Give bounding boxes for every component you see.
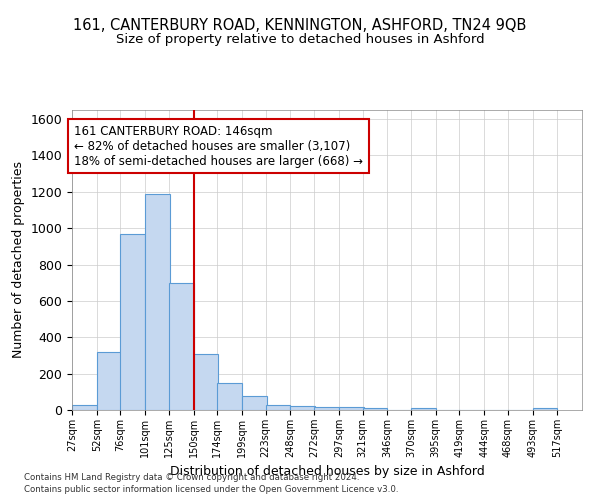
Bar bbox=[362, 408, 387, 410]
Bar bbox=[72, 404, 97, 410]
Bar bbox=[169, 282, 194, 410]
Text: Contains public sector information licensed under the Open Government Licence v3: Contains public sector information licen… bbox=[24, 485, 398, 494]
Bar bbox=[145, 194, 170, 410]
Text: Contains HM Land Registry data © Crown copyright and database right 2024.: Contains HM Land Registry data © Crown c… bbox=[24, 472, 359, 482]
Y-axis label: Number of detached properties: Number of detached properties bbox=[12, 162, 25, 358]
Text: Size of property relative to detached houses in Ashford: Size of property relative to detached ho… bbox=[116, 32, 484, 46]
Text: 161 CANTERBURY ROAD: 146sqm
← 82% of detached houses are smaller (3,107)
18% of : 161 CANTERBURY ROAD: 146sqm ← 82% of det… bbox=[74, 124, 363, 168]
Bar bbox=[121, 234, 145, 410]
X-axis label: Distribution of detached houses by size in Ashford: Distribution of detached houses by size … bbox=[170, 466, 484, 478]
Bar bbox=[266, 405, 290, 410]
Bar bbox=[242, 396, 267, 410]
Bar bbox=[314, 408, 339, 410]
Bar bbox=[97, 352, 121, 410]
Text: 161, CANTERBURY ROAD, KENNINGTON, ASHFORD, TN24 9QB: 161, CANTERBURY ROAD, KENNINGTON, ASHFOR… bbox=[73, 18, 527, 32]
Bar bbox=[194, 354, 218, 410]
Bar bbox=[339, 408, 364, 410]
Bar bbox=[217, 382, 242, 410]
Bar bbox=[533, 408, 557, 410]
Bar bbox=[411, 408, 436, 410]
Bar bbox=[290, 406, 315, 410]
